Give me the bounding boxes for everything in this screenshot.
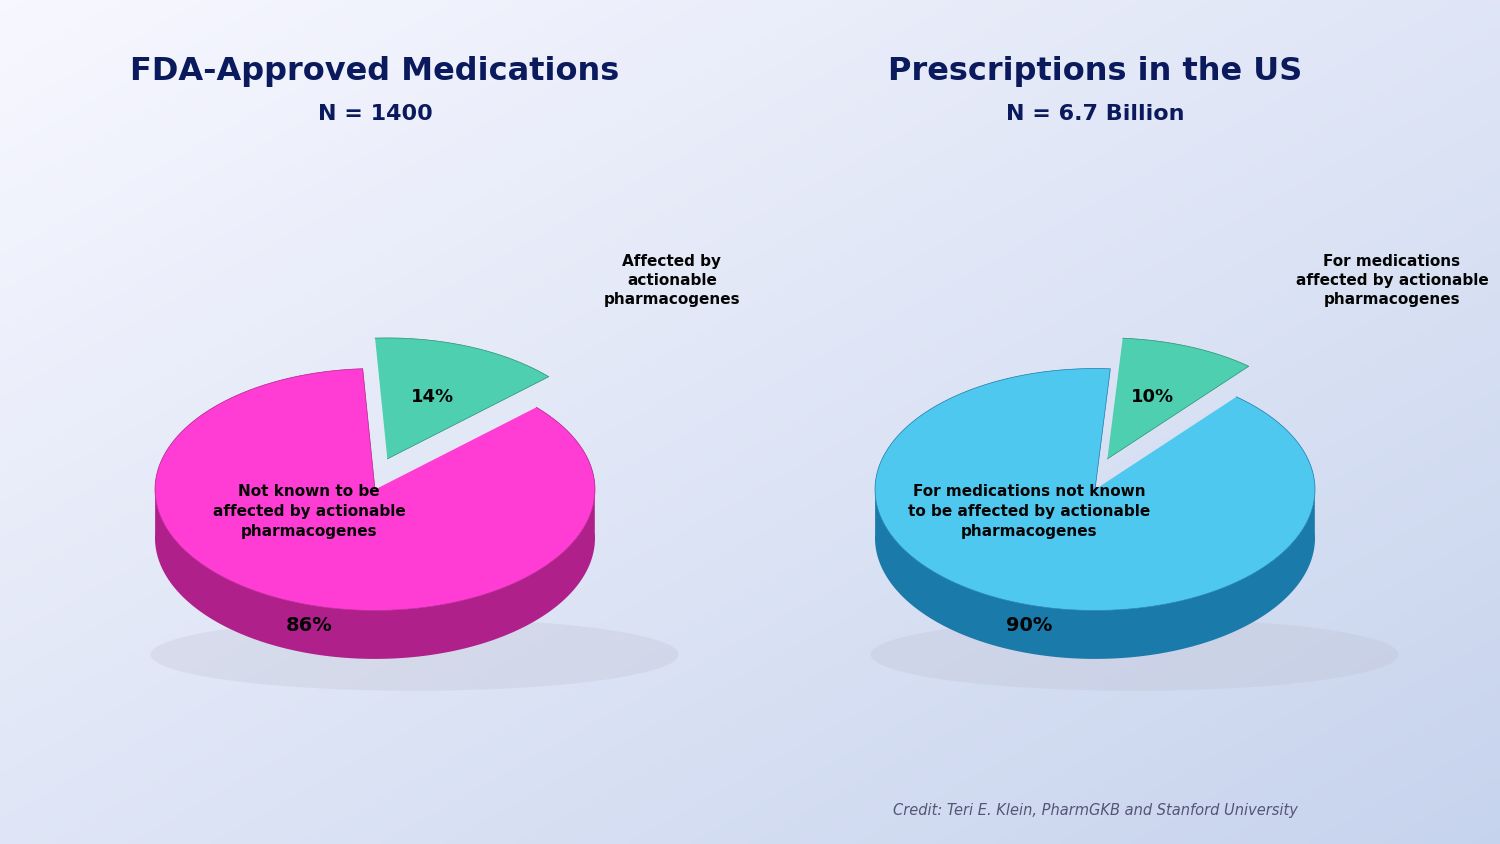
- Text: For medications
affected by actionable
pharmacogenes: For medications affected by actionable p…: [1296, 254, 1488, 306]
- Text: N = 6.7 Billion: N = 6.7 Billion: [1005, 104, 1185, 124]
- Text: FDA-Approved Medications: FDA-Approved Medications: [130, 57, 620, 87]
- Polygon shape: [154, 484, 596, 659]
- Text: 10%: 10%: [1131, 388, 1174, 406]
- Text: For medications not known
to be affected by actionable
pharmacogenes: For medications not known to be affected…: [908, 484, 1150, 538]
- Text: Not known to be
affected by actionable
pharmacogenes: Not known to be affected by actionable p…: [213, 484, 405, 538]
- Text: Affected by
actionable
pharmacogenes: Affected by actionable pharmacogenes: [603, 254, 741, 306]
- Polygon shape: [375, 338, 549, 459]
- Ellipse shape: [870, 618, 1398, 691]
- Text: Credit: Teri E. Klein, PharmGKB and Stanford University: Credit: Teri E. Klein, PharmGKB and Stan…: [892, 803, 1298, 818]
- Text: 90%: 90%: [1007, 616, 1052, 636]
- Polygon shape: [874, 369, 1316, 610]
- Polygon shape: [1107, 338, 1250, 459]
- Text: 86%: 86%: [285, 616, 333, 636]
- Polygon shape: [874, 484, 1316, 659]
- Ellipse shape: [150, 618, 678, 691]
- Text: N = 1400: N = 1400: [318, 104, 432, 124]
- Polygon shape: [154, 369, 596, 610]
- Text: Prescriptions in the US: Prescriptions in the US: [888, 57, 1302, 87]
- Text: 14%: 14%: [411, 388, 454, 406]
